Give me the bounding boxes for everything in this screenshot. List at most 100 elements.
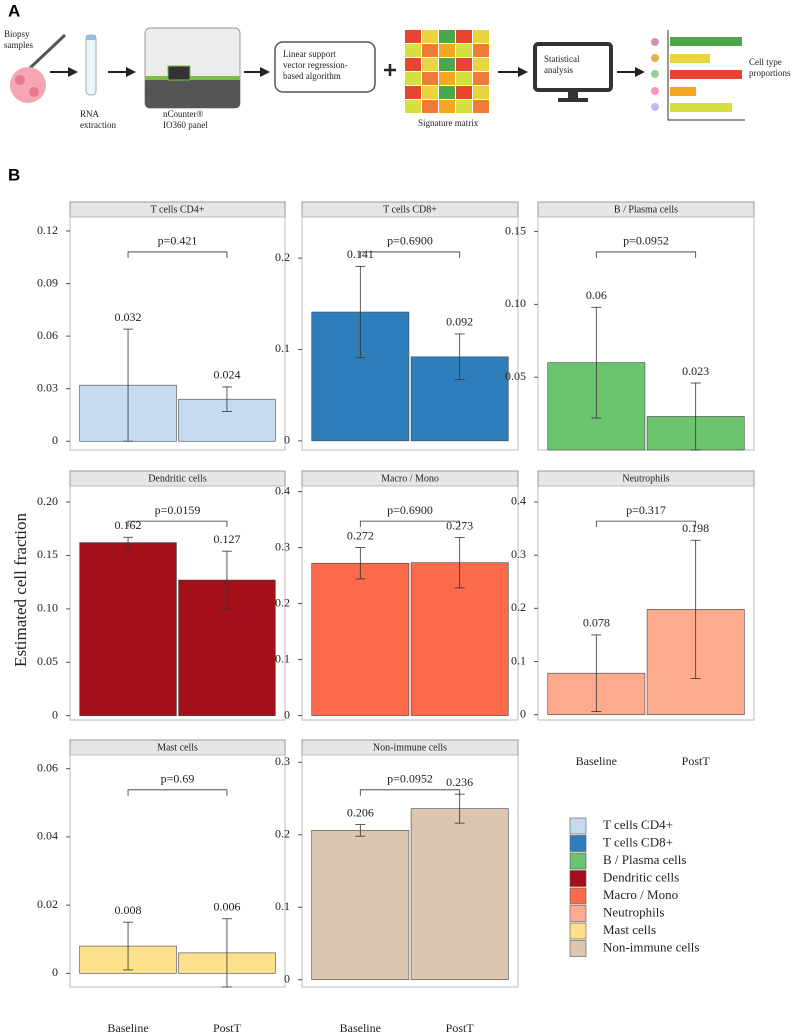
heat-cell: [439, 72, 455, 85]
y-tick-label: 0.05: [505, 369, 526, 383]
value-label: 0.272: [347, 528, 374, 542]
y-tick-label: 0.1: [511, 653, 526, 667]
y-tick-label: 0.4: [511, 494, 526, 508]
mini-bar: [670, 37, 742, 46]
bar: [410, 808, 509, 981]
y-tick-label: 0.05: [37, 654, 58, 668]
y-tick-label: 0: [284, 433, 290, 447]
y-tick-label: 0.20: [37, 494, 58, 508]
y-tick-label: 0.1: [275, 341, 290, 355]
bar: [178, 398, 276, 442]
heat-cell: [473, 100, 489, 113]
step-label: Cell type: [749, 57, 782, 67]
heat-cell: [405, 100, 421, 113]
cell-icon: [651, 103, 659, 111]
legend-label: Dendritic cells: [603, 869, 679, 884]
heat-cell: [456, 86, 472, 99]
strip-title: Macro / Mono: [381, 473, 439, 484]
y-tick-label: 0.3: [275, 754, 290, 768]
y-axis-title: Estimated cell fraction: [11, 513, 30, 667]
monitor-stand: [558, 98, 588, 102]
heat-cell: [439, 44, 455, 57]
workflow: Biopsy samples RNA extraction nCounter® …: [4, 27, 791, 130]
y-tick-label: 0: [52, 965, 58, 979]
y-tick-label: 0.3: [275, 539, 290, 553]
step-label: Statistical: [544, 54, 580, 64]
y-tick-label: 0.3: [511, 547, 526, 561]
heat-cell: [473, 86, 489, 99]
x-tick-label: PostT: [213, 1021, 242, 1035]
legend-label: T cells CD8+: [603, 834, 673, 849]
tube: [85, 34, 97, 96]
heat-cell: [422, 58, 438, 71]
heat-cell: [473, 72, 489, 85]
step-label: analysis: [544, 65, 573, 75]
legend-label: Macro / Mono: [603, 887, 678, 902]
heatmap: [405, 30, 489, 113]
heat-cell: [456, 58, 472, 71]
instrument-base: [145, 78, 240, 108]
y-tick-label: 0: [520, 706, 526, 720]
y-tick-label: 0.15: [37, 547, 58, 561]
legend-swatch: [569, 835, 587, 852]
value-label: 0.023: [682, 364, 709, 378]
mini-bar: [670, 103, 732, 112]
heat-cell: [456, 100, 472, 113]
value-label: 0.008: [115, 903, 142, 917]
heat-cell: [456, 30, 472, 43]
p-bracket: [127, 520, 228, 528]
instrument-screen: [167, 65, 191, 81]
biopsy-icon: [15, 75, 25, 85]
step-label: nCounter®: [163, 109, 203, 119]
mini-bar: [670, 70, 742, 79]
step-label: Linear support: [283, 49, 336, 59]
y-tick-label: 0: [52, 433, 58, 447]
mini-axis: [667, 30, 745, 121]
heat-cell: [405, 86, 421, 99]
step-label: Biopsy: [4, 29, 30, 39]
heat-cell: [439, 58, 455, 71]
step-label: based algorithm: [283, 71, 341, 81]
heat-cell: [422, 86, 438, 99]
p-value: p=0.0952: [623, 234, 669, 248]
legend-swatch: [569, 905, 587, 922]
x-tick-label: PostT: [682, 754, 711, 768]
heat-cell: [422, 44, 438, 57]
step-label: proportions: [749, 68, 791, 78]
value-label: 0.006: [213, 900, 240, 914]
step-label: IO360 panel: [163, 120, 208, 130]
step-label: RNA: [80, 109, 100, 119]
cell-icon: [651, 70, 659, 78]
strip-title: Neutrophils: [622, 473, 669, 484]
y-tick-label: 0.1: [275, 651, 290, 665]
value-label: 0.198: [682, 521, 709, 535]
legend-label: T cells CD4+: [603, 817, 673, 832]
panel-label: A: [8, 1, 20, 20]
x-tick-label: Baseline: [340, 1021, 381, 1035]
strip-title: Dendritic cells: [148, 473, 207, 484]
y-tick-label: 0.15: [505, 223, 526, 237]
value-label: 0.06: [586, 288, 607, 302]
heat-cell: [456, 72, 472, 85]
bar: [79, 542, 177, 717]
bar: [311, 562, 410, 716]
y-tick-label: 0.12: [37, 223, 58, 237]
value-label: 0.078: [583, 616, 610, 630]
legend-swatch: [569, 922, 587, 940]
p-bracket: [595, 520, 697, 528]
p-value: p=0.0952: [387, 772, 433, 786]
strip-title: Mast cells: [157, 742, 198, 753]
step-label: vector regression-: [283, 60, 348, 70]
heat-cell: [439, 86, 455, 99]
step-label: samples: [4, 40, 33, 50]
plus-sign: [384, 64, 396, 76]
p-bracket: [359, 251, 461, 258]
x-tick-label: PostT: [446, 1021, 475, 1035]
heat-cell: [439, 30, 455, 43]
strip-title: T cells CD8+: [383, 204, 437, 215]
heat-cell: [405, 30, 421, 43]
heat-cell: [439, 100, 455, 113]
p-bracket: [127, 251, 228, 258]
y-tick-label: 0: [52, 707, 58, 721]
